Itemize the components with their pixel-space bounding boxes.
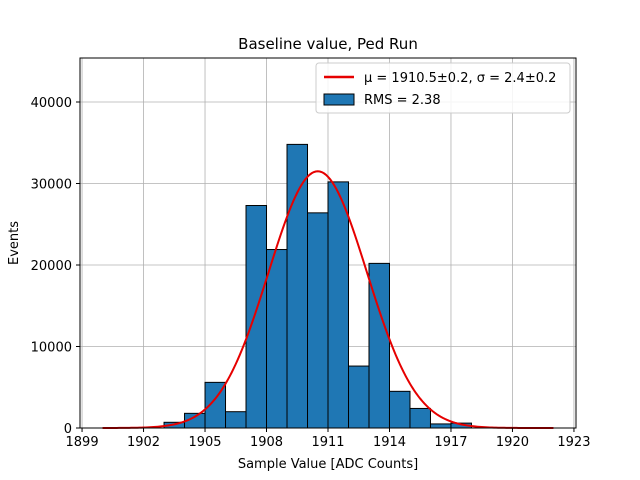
legend-box	[315, 62, 571, 114]
legend-rms-label: RMS = 2.38	[364, 93, 441, 108]
fit-curve	[102, 170, 554, 429]
x-axis-ticks: 1899 1902 1905 1908 1911 1914 1917 1920 1923	[66, 428, 590, 450]
histogram-bar-1909	[286, 143, 309, 429]
x-tick-label-1902: 1902	[127, 435, 160, 450]
y-tick-label-10000: 10000	[31, 341, 72, 356]
x-tick-label-1920: 1920	[496, 435, 529, 450]
x-tick-label-1905: 1905	[188, 435, 221, 450]
x-tick-label-1911: 1911	[311, 435, 344, 450]
histogram-bar-1912	[347, 365, 370, 429]
y-tick-label-20000: 20000	[31, 259, 72, 274]
histogram-bar-1908	[266, 249, 288, 429]
legend-fit-label: μ = 1910.5±0.2, σ = 2.4±0.2	[364, 71, 556, 86]
histogram-bar-1914	[388, 390, 411, 429]
x-tick-label-1899: 1899	[66, 435, 99, 450]
x-tick-label-1917: 1917	[434, 435, 467, 450]
legend-fit-mu: μ = 1910.5±0.2,	[364, 71, 477, 86]
histogram-bar-1915	[409, 407, 431, 429]
x-tick-label-1923: 1923	[557, 435, 590, 450]
histogram-bar-1910	[307, 212, 329, 429]
x-tick-label-1908: 1908	[250, 435, 283, 450]
x-tick-label-1914: 1914	[373, 435, 406, 450]
y-axis-ticks: 0 10000 20000 30000 40000	[31, 96, 80, 437]
chart-title: Baseline value, Ped Run	[238, 35, 418, 53]
histogram-bar-1907	[245, 205, 268, 429]
histogram-bar-1916	[429, 423, 452, 429]
y-tick-label-30000: 30000	[31, 178, 72, 193]
legend: μ = 1910.5±0.2, σ = 2.4±0.2 RMS = 2.38	[315, 62, 571, 114]
histogram-bar-1906	[225, 411, 247, 429]
y-tick-label-0: 0	[64, 422, 72, 437]
y-axis-label: Events	[7, 221, 22, 265]
histogram-bars	[163, 143, 472, 429]
histogram-bar-1911	[327, 181, 349, 429]
x-axis-label: Sample Value [ADC Counts]	[238, 457, 418, 472]
legend-fit-sigma: σ = 2.4±0.2	[477, 71, 557, 86]
y-tick-label-40000: 40000	[31, 96, 72, 111]
legend-rms-patch-swatch	[323, 93, 355, 106]
